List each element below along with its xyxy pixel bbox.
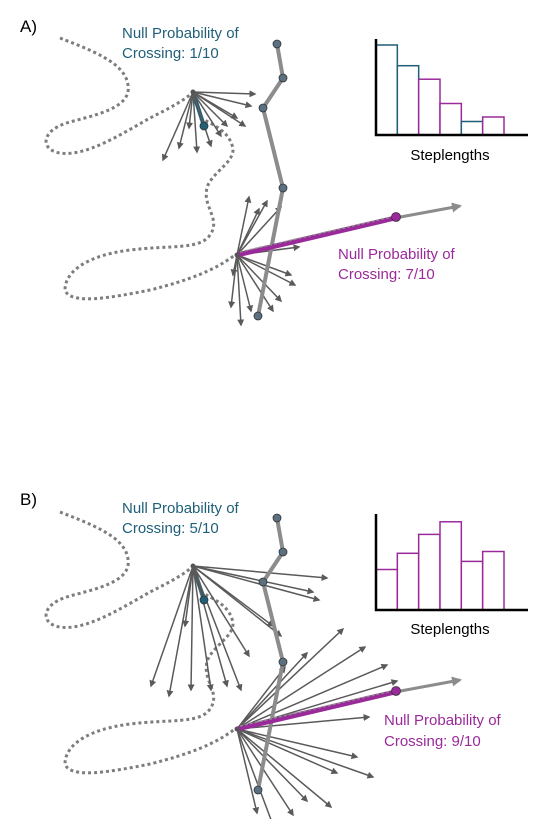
track-node	[279, 658, 287, 666]
teal-label-line1: Null Probability of	[122, 25, 240, 42]
histogram-bar	[440, 522, 461, 610]
step-arrow	[237, 255, 281, 301]
step-arrow	[237, 729, 257, 813]
track-node	[254, 312, 262, 320]
step-arrow	[193, 92, 221, 136]
step-arrow	[237, 729, 373, 777]
track-node	[259, 104, 267, 112]
teal-node	[200, 122, 208, 130]
step-arrow	[237, 729, 307, 801]
step-arrow	[237, 197, 249, 255]
step-arrow	[193, 566, 227, 686]
step-arrow	[151, 566, 193, 686]
start-node	[191, 90, 196, 95]
track-node	[279, 74, 287, 82]
panel-a-label: A)	[20, 17, 37, 36]
teal-label-line1: Null Probability of	[122, 500, 240, 517]
histogram-bar	[419, 79, 440, 135]
histogram-bar	[397, 66, 418, 135]
histogram-a	[376, 39, 528, 135]
histogram-bar	[419, 534, 440, 610]
track-node	[273, 40, 281, 48]
arrow-fan-bottom	[231, 197, 299, 325]
histogram-bar	[440, 104, 461, 136]
magenta-label-line1: Null Probability of	[384, 712, 502, 729]
panel-a: A) Null Probability of Crossing: 1/10 Nu…	[20, 17, 528, 325]
start-node	[191, 564, 196, 569]
track-node	[279, 184, 287, 192]
teal-label-line2: Crossing: 1/10	[122, 45, 219, 62]
step-arrow	[237, 255, 291, 275]
step-arrow	[193, 566, 211, 690]
track-node	[273, 514, 281, 522]
step-arrow	[169, 566, 193, 696]
teal-label-line2: Crossing: 5/10	[122, 520, 219, 537]
magenta-label-line1: Null Probability of	[338, 246, 456, 263]
panel-b: B) Null Probability of Crossing: 5/10 Nu…	[20, 490, 528, 819]
histogram-bar	[376, 570, 397, 611]
crossing-track	[258, 44, 283, 316]
track-node	[279, 548, 287, 556]
start-node	[235, 253, 240, 258]
animal-path-dotted	[46, 38, 235, 299]
histogram-bar	[397, 553, 418, 610]
histogram-bar	[483, 117, 504, 135]
panel-b-label: B)	[20, 490, 37, 509]
histogram-xlabel: Steplengths	[410, 621, 489, 638]
histogram-bar	[376, 45, 397, 135]
magenta-node	[392, 687, 401, 696]
magenta-label-line2: Crossing: 7/10	[338, 266, 435, 283]
histogram-xlabel: Steplengths	[410, 147, 489, 164]
track-node	[254, 786, 262, 794]
histogram-b	[376, 514, 528, 610]
teal-node	[200, 596, 208, 604]
gray-step-arrow	[395, 206, 460, 218]
magenta-label-line2: Crossing: 9/10	[384, 733, 481, 750]
histogram-bar	[461, 122, 482, 136]
histogram-bar	[461, 561, 482, 610]
track-node	[259, 578, 267, 586]
gray-step-arrow	[395, 680, 460, 692]
arrow-fan-top	[151, 566, 327, 696]
magenta-node	[392, 213, 401, 222]
step-arrow	[191, 566, 193, 690]
histogram-bar	[483, 552, 504, 611]
start-node	[235, 727, 240, 732]
animal-path-dotted	[46, 512, 235, 773]
